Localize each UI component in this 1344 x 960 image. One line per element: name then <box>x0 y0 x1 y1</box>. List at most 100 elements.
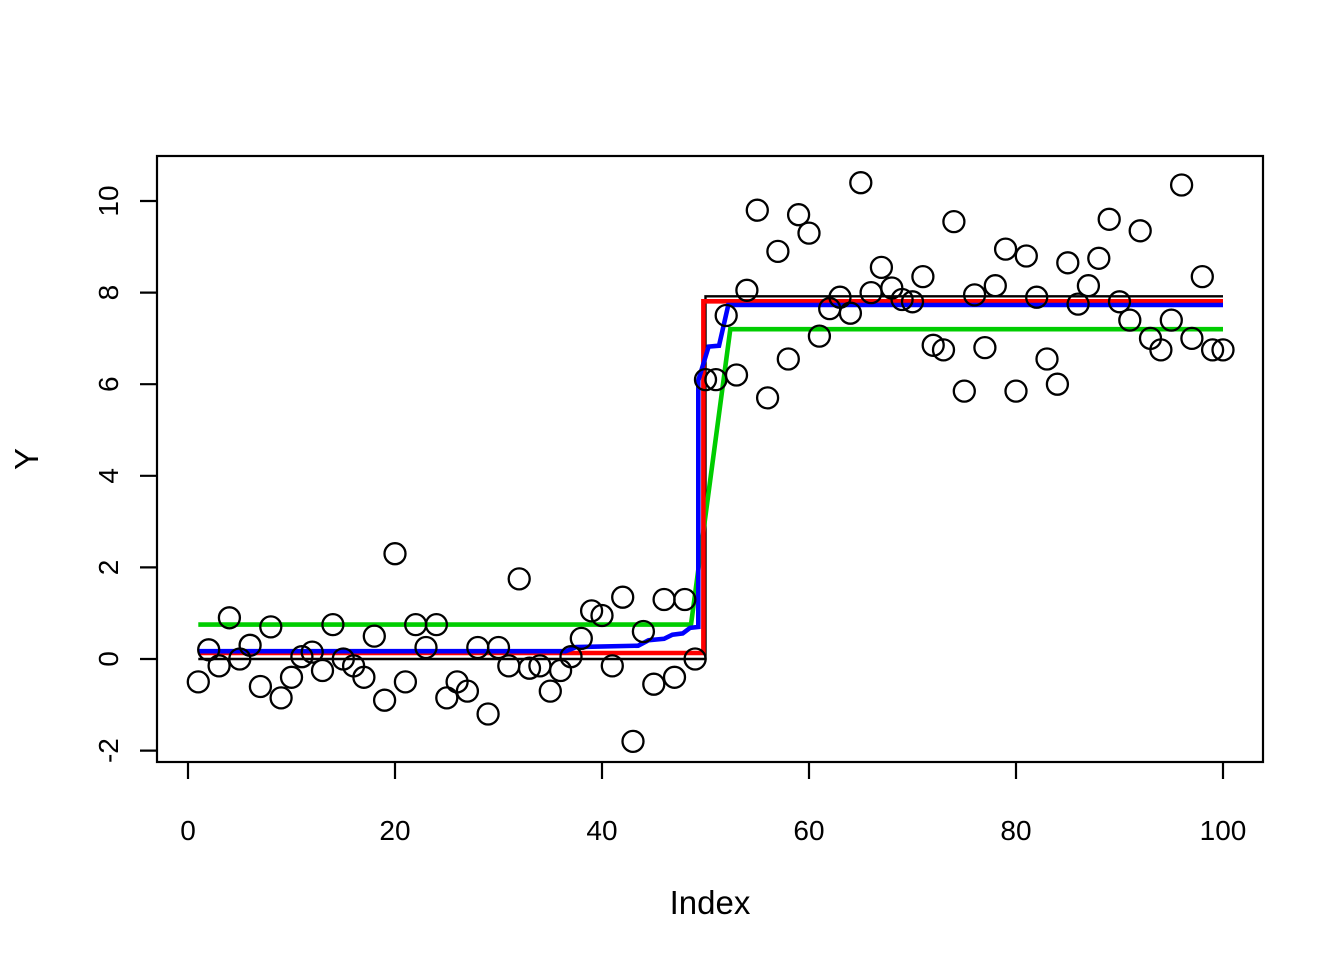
data-point <box>517 656 542 680</box>
data-point <box>849 171 873 195</box>
data-point <box>559 645 583 669</box>
data-point <box>962 283 987 307</box>
data-point <box>900 290 925 314</box>
data-point <box>807 324 832 348</box>
data-point <box>1056 251 1080 275</box>
data-point <box>259 615 283 639</box>
data-point <box>197 638 221 662</box>
plot-box <box>155 154 1265 764</box>
data-point <box>1149 338 1173 362</box>
data-point <box>383 542 407 566</box>
data-point <box>569 626 593 651</box>
data-point <box>269 686 293 710</box>
data-point <box>1169 173 1194 197</box>
data-point <box>476 702 500 726</box>
data-point <box>507 567 531 591</box>
data-point <box>290 645 314 669</box>
data-point <box>1190 264 1214 289</box>
data-point <box>548 658 573 683</box>
data-point <box>652 587 676 612</box>
data-point <box>1128 219 1152 243</box>
data-point <box>1180 326 1204 351</box>
data-point <box>662 665 687 689</box>
data-point <box>993 237 1018 261</box>
data-point <box>1045 372 1070 396</box>
data-point <box>921 333 945 357</box>
data-point <box>1025 285 1049 309</box>
data-point <box>207 654 231 678</box>
data-point <box>486 635 511 660</box>
data-point <box>611 585 635 609</box>
data-point <box>952 379 976 403</box>
data-point <box>642 672 666 696</box>
data-point <box>310 658 335 683</box>
data-point <box>1014 244 1038 268</box>
green-fit-line <box>198 326 1223 627</box>
data-point <box>1200 338 1225 362</box>
data-point <box>372 688 397 712</box>
data-point <box>673 587 697 612</box>
data-point <box>600 654 624 678</box>
data-point <box>869 255 894 280</box>
data-point <box>911 264 935 289</box>
data-point <box>693 367 718 392</box>
data-point <box>186 670 210 694</box>
data-point <box>217 606 242 630</box>
x-tick-label: 80 <box>1000 815 1031 846</box>
data-point <box>973 335 997 360</box>
data-point <box>797 221 821 245</box>
y-tick-label: 6 <box>93 376 124 392</box>
x-tick-label: 20 <box>379 815 410 846</box>
data-point <box>455 679 480 703</box>
data-point <box>838 301 863 325</box>
data-point <box>538 679 562 703</box>
data-point <box>714 303 738 328</box>
data-point <box>931 338 956 362</box>
blue-fit-line <box>198 302 1223 654</box>
data-point <box>745 198 769 222</box>
data-point <box>393 670 418 694</box>
x-axis-title: Index <box>670 884 751 921</box>
data-point <box>735 278 759 302</box>
data-point <box>1066 292 1090 316</box>
y-tick-label: 2 <box>93 560 124 576</box>
x-tick-label: 100 <box>1200 815 1247 846</box>
data-point <box>590 603 614 628</box>
data-point <box>1107 290 1132 314</box>
data-point <box>1159 308 1183 332</box>
data-point <box>890 287 914 312</box>
fit-lines <box>198 295 1223 661</box>
data-point <box>1097 207 1121 231</box>
data-points <box>186 171 1235 754</box>
axes: 0 20 40 60 80 100 -2 0 2 4 6 8 10 <box>93 154 1265 846</box>
x-tick-label: 60 <box>793 815 824 846</box>
y-axis-title: Y <box>8 448 45 470</box>
data-point <box>683 647 707 671</box>
x-tick-label: 0 <box>180 815 196 846</box>
y-tick-label: 4 <box>93 468 124 484</box>
data-point <box>300 640 324 664</box>
data-point <box>321 612 345 637</box>
y-tick-label: 0 <box>93 651 124 667</box>
data-point <box>942 209 966 234</box>
data-point <box>631 619 656 644</box>
data-point <box>828 285 852 309</box>
data-point <box>279 665 304 689</box>
data-point <box>414 635 438 660</box>
data-point <box>776 347 800 371</box>
data-point <box>1087 246 1111 270</box>
data-point <box>1118 308 1142 332</box>
data-point <box>766 239 790 264</box>
data-point <box>621 729 645 754</box>
data-point <box>755 386 780 410</box>
data-point <box>248 674 273 699</box>
data-point <box>786 203 811 227</box>
data-point <box>724 363 749 387</box>
y-tick-label: -2 <box>93 738 124 763</box>
data-point <box>238 633 262 657</box>
data-point <box>579 599 604 623</box>
data-point <box>424 612 449 637</box>
y-tick-label: 8 <box>93 285 124 301</box>
